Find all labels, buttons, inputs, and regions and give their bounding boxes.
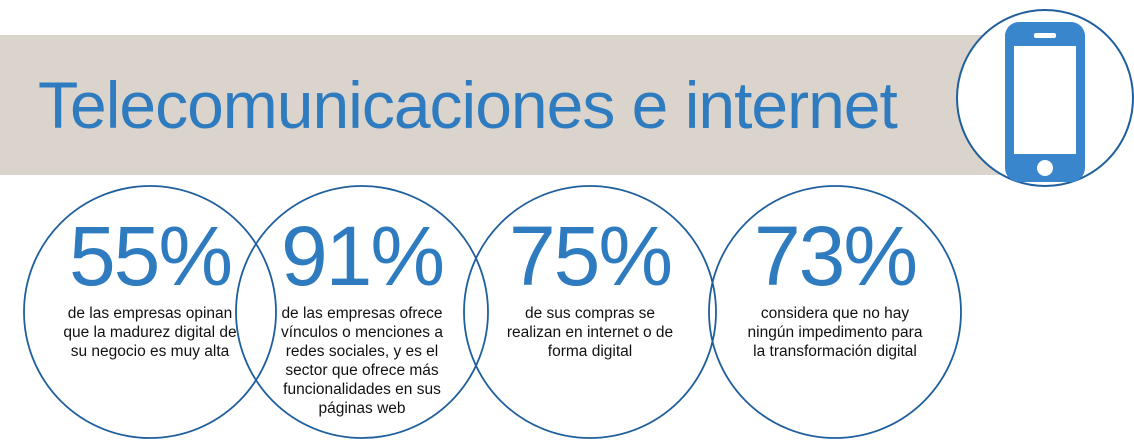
stat-description: redes sociales, y es el [286,343,439,360]
stat-circle: 55% de las empresas opinan que la madurez … [23,185,277,439]
circle-outline [708,185,962,439]
stat-description: considera que no hay [761,305,909,322]
phone-icon [956,9,1134,187]
stat-description: sector que ofrece más [285,362,439,379]
stat-value: 75% [509,209,671,303]
stat-description: la transformación digital [753,343,917,360]
stat-description: funcionalidades en sus [283,381,441,398]
stat-description: su negocio es muy alta [71,343,230,360]
stat-description: vínculos o menciones a [281,324,443,341]
stat-description: páginas web [318,400,405,417]
stat-description: de las empresas ofrece [281,305,442,322]
stat-description: forma digital [548,343,632,360]
stat-value: 91% [281,209,443,303]
stat-description: ningún impedimento para [748,324,923,341]
stat-description: realizan en internet o de [507,324,673,341]
circle-outline [463,185,717,439]
stat-description: de sus compras se [525,305,655,322]
stat-value: 55% [69,209,231,303]
circle-outline [235,185,489,439]
stat-value: 73% [754,209,916,303]
circle-outline [23,185,277,439]
stat-circle: 91% de las empresas ofrece vínculos o menc… [235,185,489,439]
stat-description: de las empresas opinan [68,305,233,322]
stat-circle: 73% considera que no hay ningún impediment… [708,185,962,439]
stat-circle: 75% de sus compras se realizan en internet… [463,185,717,439]
title: Telecomunicaciones e internet [38,68,898,142]
stat-description: que la madurez digital de [63,324,236,341]
title-banner [0,35,1000,175]
